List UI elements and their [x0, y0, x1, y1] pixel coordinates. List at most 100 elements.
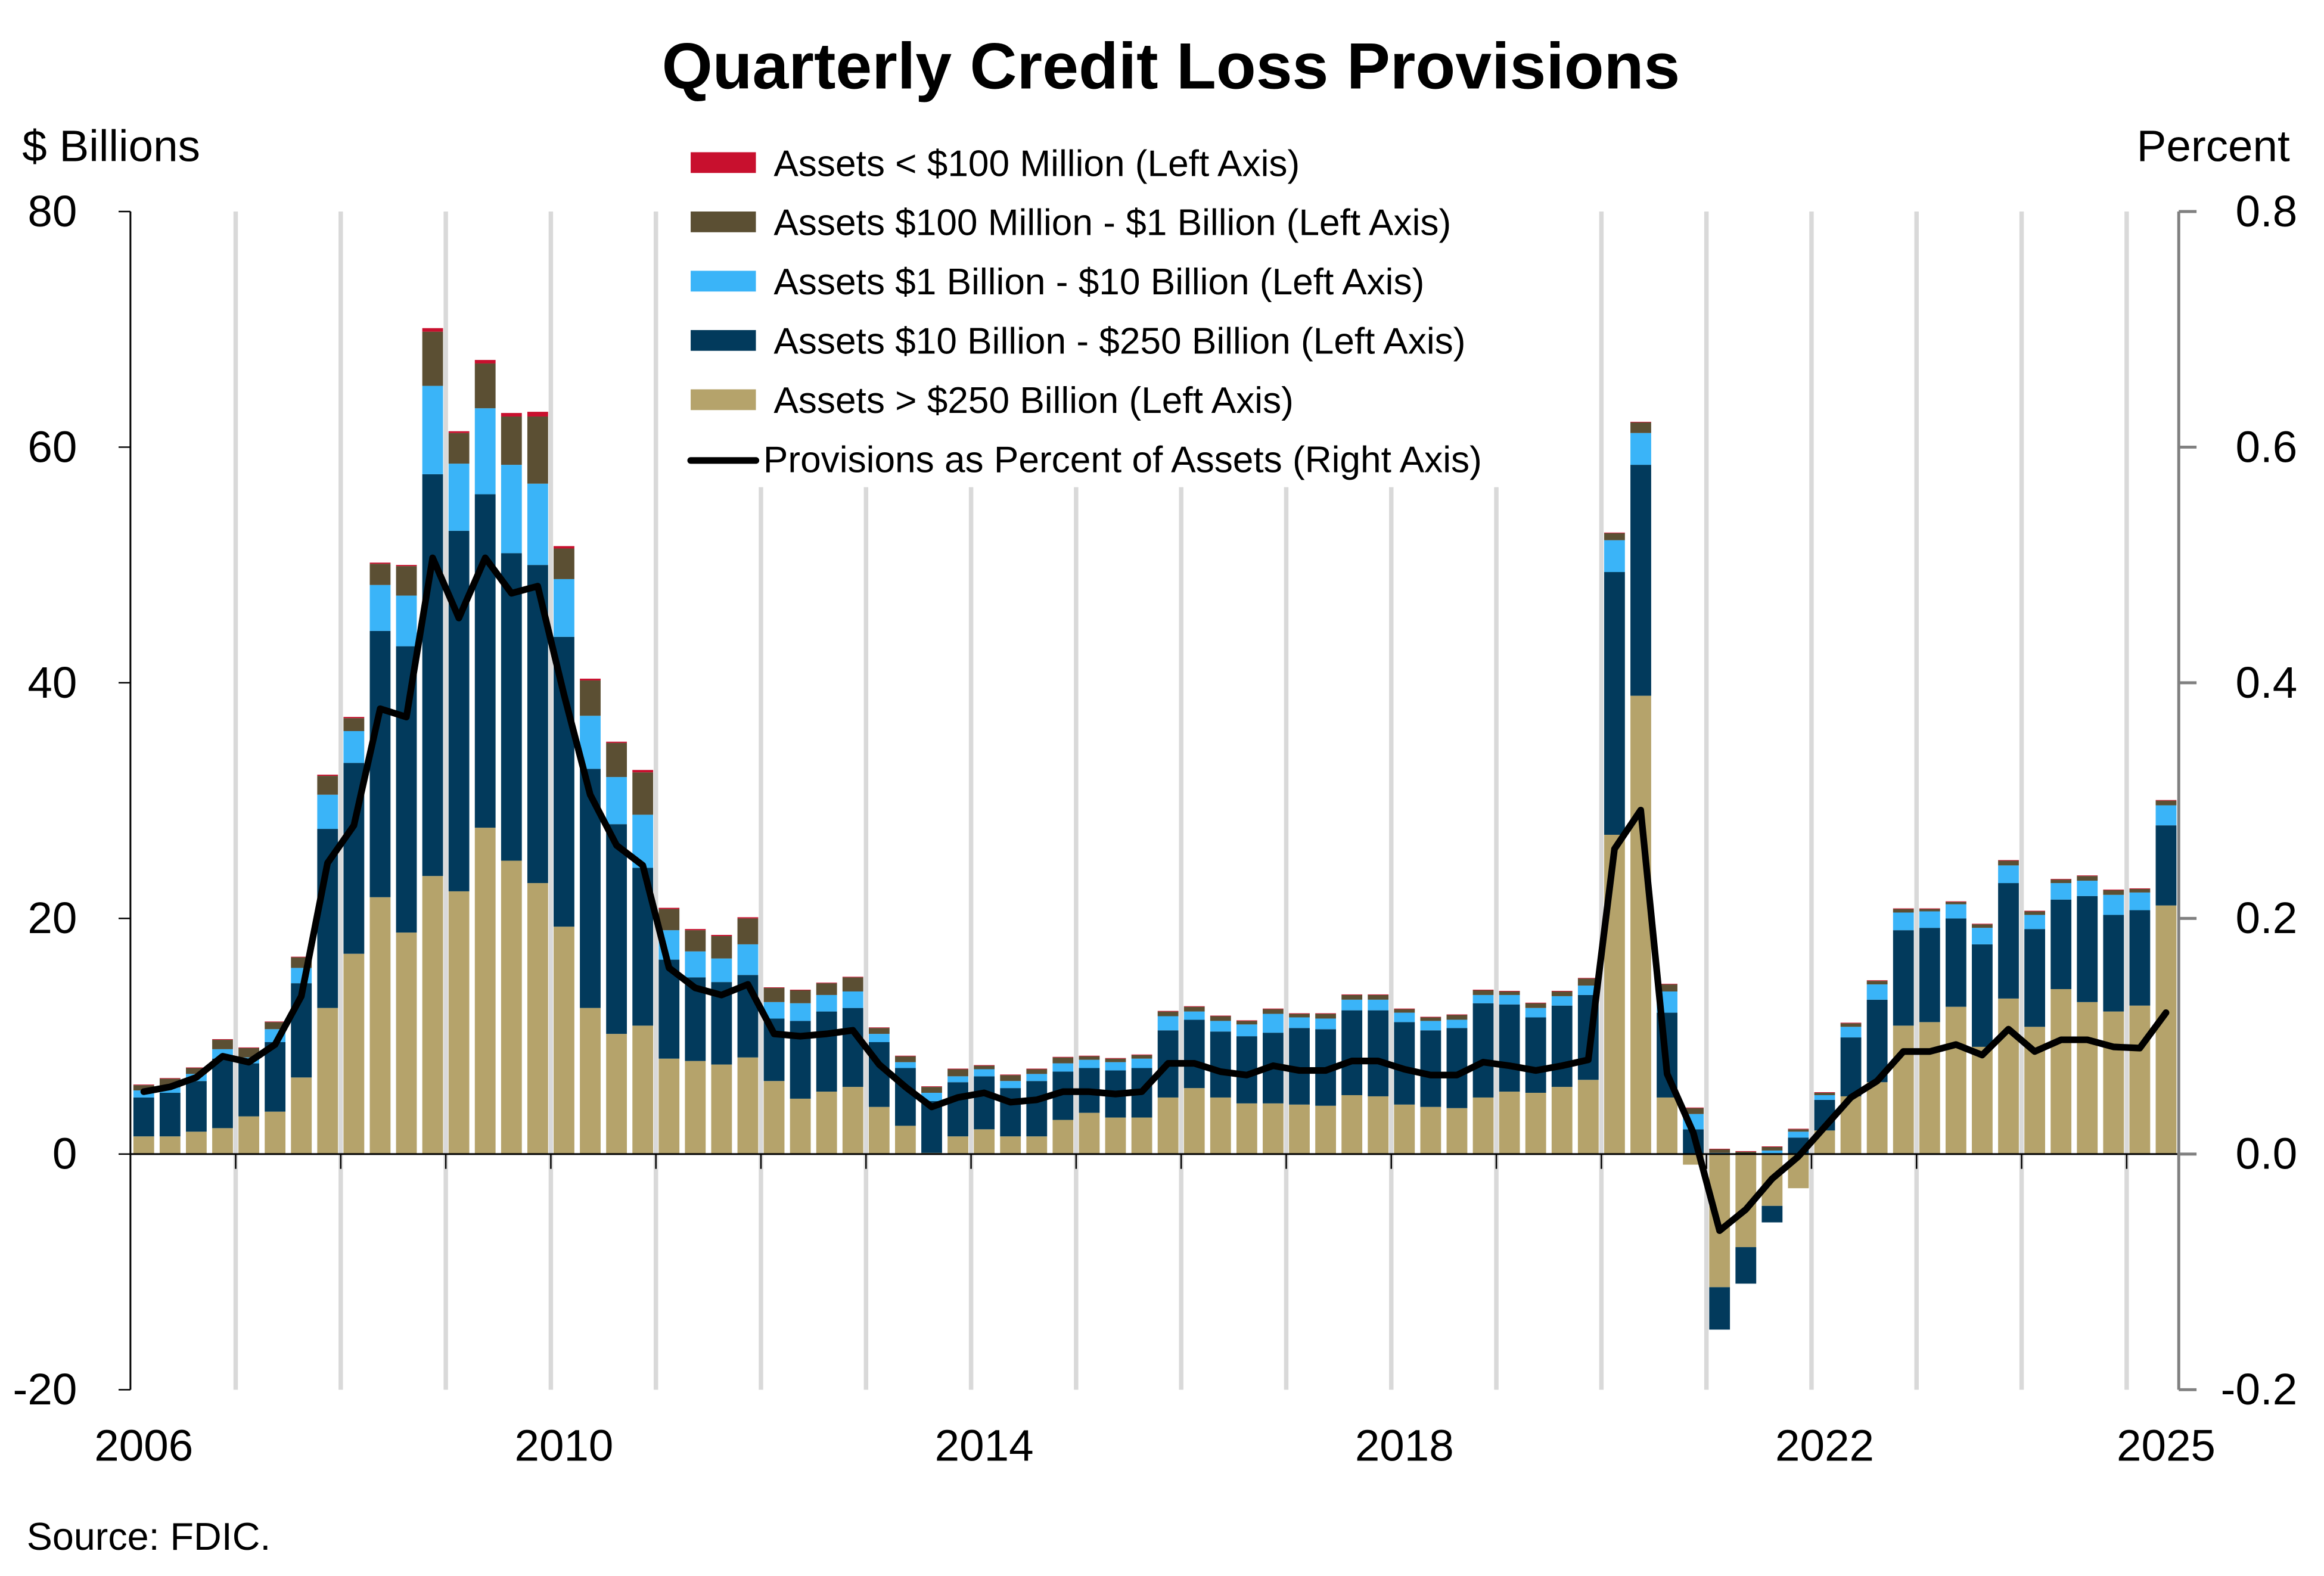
- bar-segment: [868, 1034, 890, 1043]
- x-tick-label: 2010: [514, 1420, 613, 1471]
- left-axis-label: $ Billions: [22, 120, 200, 170]
- bar-segment: [1630, 433, 1651, 465]
- bar-segment: [1998, 883, 2019, 999]
- bar-segment: [1919, 909, 1940, 912]
- bar-segment: [1604, 540, 1625, 573]
- bar-segment: [448, 530, 470, 891]
- bar-segment: [501, 860, 522, 1154]
- bar-segment: [1972, 1046, 1993, 1154]
- bar-segment: [974, 1065, 995, 1066]
- bar-segment: [1814, 1092, 1835, 1093]
- bar-segment: [1131, 1058, 1152, 1068]
- left-ticks: 80 60 40 20 0 -20: [13, 186, 131, 1414]
- bar-segment: [1551, 991, 1573, 996]
- legend-swatch-gt-250b: [691, 389, 756, 411]
- bar-segment: [2155, 800, 2177, 801]
- bar-segment: [1551, 1005, 1573, 1087]
- bar-segment: [1840, 1022, 1862, 1024]
- bar-segment: [1472, 1097, 1494, 1154]
- bar-segment: [265, 1042, 286, 1112]
- bar-segment: [632, 1025, 654, 1154]
- bar-segment: [763, 988, 785, 1002]
- bar-segment: [1972, 928, 1993, 944]
- bar-segment: [1105, 1117, 1126, 1154]
- bar-segment: [317, 794, 338, 829]
- bar-segment: [711, 935, 732, 937]
- bar-segment: [1000, 1075, 1021, 1081]
- legend-label-100m-1b: Assets $100 Million - $1 Billion (Left A…: [773, 203, 1451, 244]
- bar-segment: [1026, 1069, 1048, 1074]
- bar-segment: [947, 1076, 968, 1083]
- right-axis-label: Percent: [2137, 120, 2290, 170]
- bar-segment: [474, 408, 496, 495]
- bar-segment: [133, 1085, 154, 1091]
- bar-segment: [1446, 1019, 1468, 1028]
- bar-segment: [2077, 896, 2098, 1002]
- bar-segment: [317, 776, 338, 795]
- x-tick-label: 2006: [94, 1420, 193, 1471]
- bar-segment: [1183, 1019, 1205, 1089]
- bar-segment: [1866, 1082, 1888, 1154]
- bar-segment: [1761, 1150, 1783, 1154]
- bar-segment: [1263, 1103, 1284, 1154]
- bar-segment: [1289, 1104, 1310, 1154]
- bar-segment: [291, 956, 312, 958]
- bar-segment: [1919, 928, 1940, 1022]
- bar-segment: [343, 718, 365, 731]
- bar-segment: [1026, 1074, 1048, 1081]
- bar-segment: [1709, 1149, 1730, 1153]
- bar-segment: [2129, 1005, 2151, 1154]
- bar-segment: [1551, 1087, 1573, 1154]
- x-tick-label: 2022: [1775, 1420, 1874, 1471]
- bar-segment: [369, 585, 391, 631]
- bar-segment: [448, 464, 470, 531]
- bar-segment: [685, 929, 706, 931]
- bar-segment: [1341, 994, 1363, 995]
- bar-segment: [894, 1126, 916, 1154]
- right-tick-label: 0.0: [2236, 1129, 2298, 1179]
- legend-label-10b-250b: Assets $10 Billion - $250 Billion (Left …: [773, 321, 1465, 362]
- bar-segment: [1998, 998, 2019, 1154]
- bar-segment: [1814, 1095, 1835, 1100]
- bar-segment: [2155, 800, 2177, 806]
- bar-segment: [974, 1069, 995, 1077]
- bar-segment: [1761, 1146, 1783, 1151]
- bar-segment: [1472, 1003, 1494, 1098]
- bar-segment: [685, 930, 706, 952]
- bar-segment: [317, 1008, 338, 1154]
- bar-segment: [212, 1058, 233, 1129]
- bar-segment: [2024, 911, 2045, 915]
- bar-segment: [1105, 1058, 1126, 1062]
- bar-segment: [1157, 1097, 1179, 1154]
- bar-segment: [212, 1128, 233, 1154]
- bar-segment: [1420, 1030, 1441, 1107]
- bar-segment: [1157, 1016, 1179, 1031]
- bar-segment: [1157, 1011, 1179, 1012]
- bar-segment: [1183, 1006, 1205, 1007]
- bar-segment: [711, 1064, 732, 1154]
- bar-segment: [737, 918, 759, 944]
- bar-segment: [501, 416, 522, 465]
- bar-segment: [1026, 1068, 1048, 1070]
- x-tick-label: 2018: [1355, 1420, 1454, 1471]
- bar-segment: [369, 630, 391, 897]
- bar-segment: [1919, 1022, 1940, 1154]
- bar-segment: [1788, 1129, 1809, 1132]
- bar-segment: [1000, 1136, 1021, 1154]
- bar-segment: [554, 636, 574, 927]
- x-tick-label: 2014: [935, 1420, 1034, 1471]
- bar-segment: [501, 553, 522, 861]
- bar-segment: [947, 1082, 968, 1137]
- bar-segment: [921, 1086, 942, 1087]
- bar-segment: [1000, 1074, 1021, 1075]
- bar-segment: [1866, 984, 1888, 1000]
- bar-segment: [1052, 1063, 1074, 1072]
- legend-label-percent-line: Provisions as Percent of Assets (Right A…: [763, 440, 1482, 481]
- bar-segment: [1945, 1006, 1966, 1154]
- bar-segment: [632, 772, 654, 815]
- bar-segment: [1840, 1037, 1862, 1096]
- bar-segment: [1420, 1017, 1441, 1021]
- bar-segment: [711, 958, 732, 983]
- bar-segment: [1131, 1055, 1152, 1059]
